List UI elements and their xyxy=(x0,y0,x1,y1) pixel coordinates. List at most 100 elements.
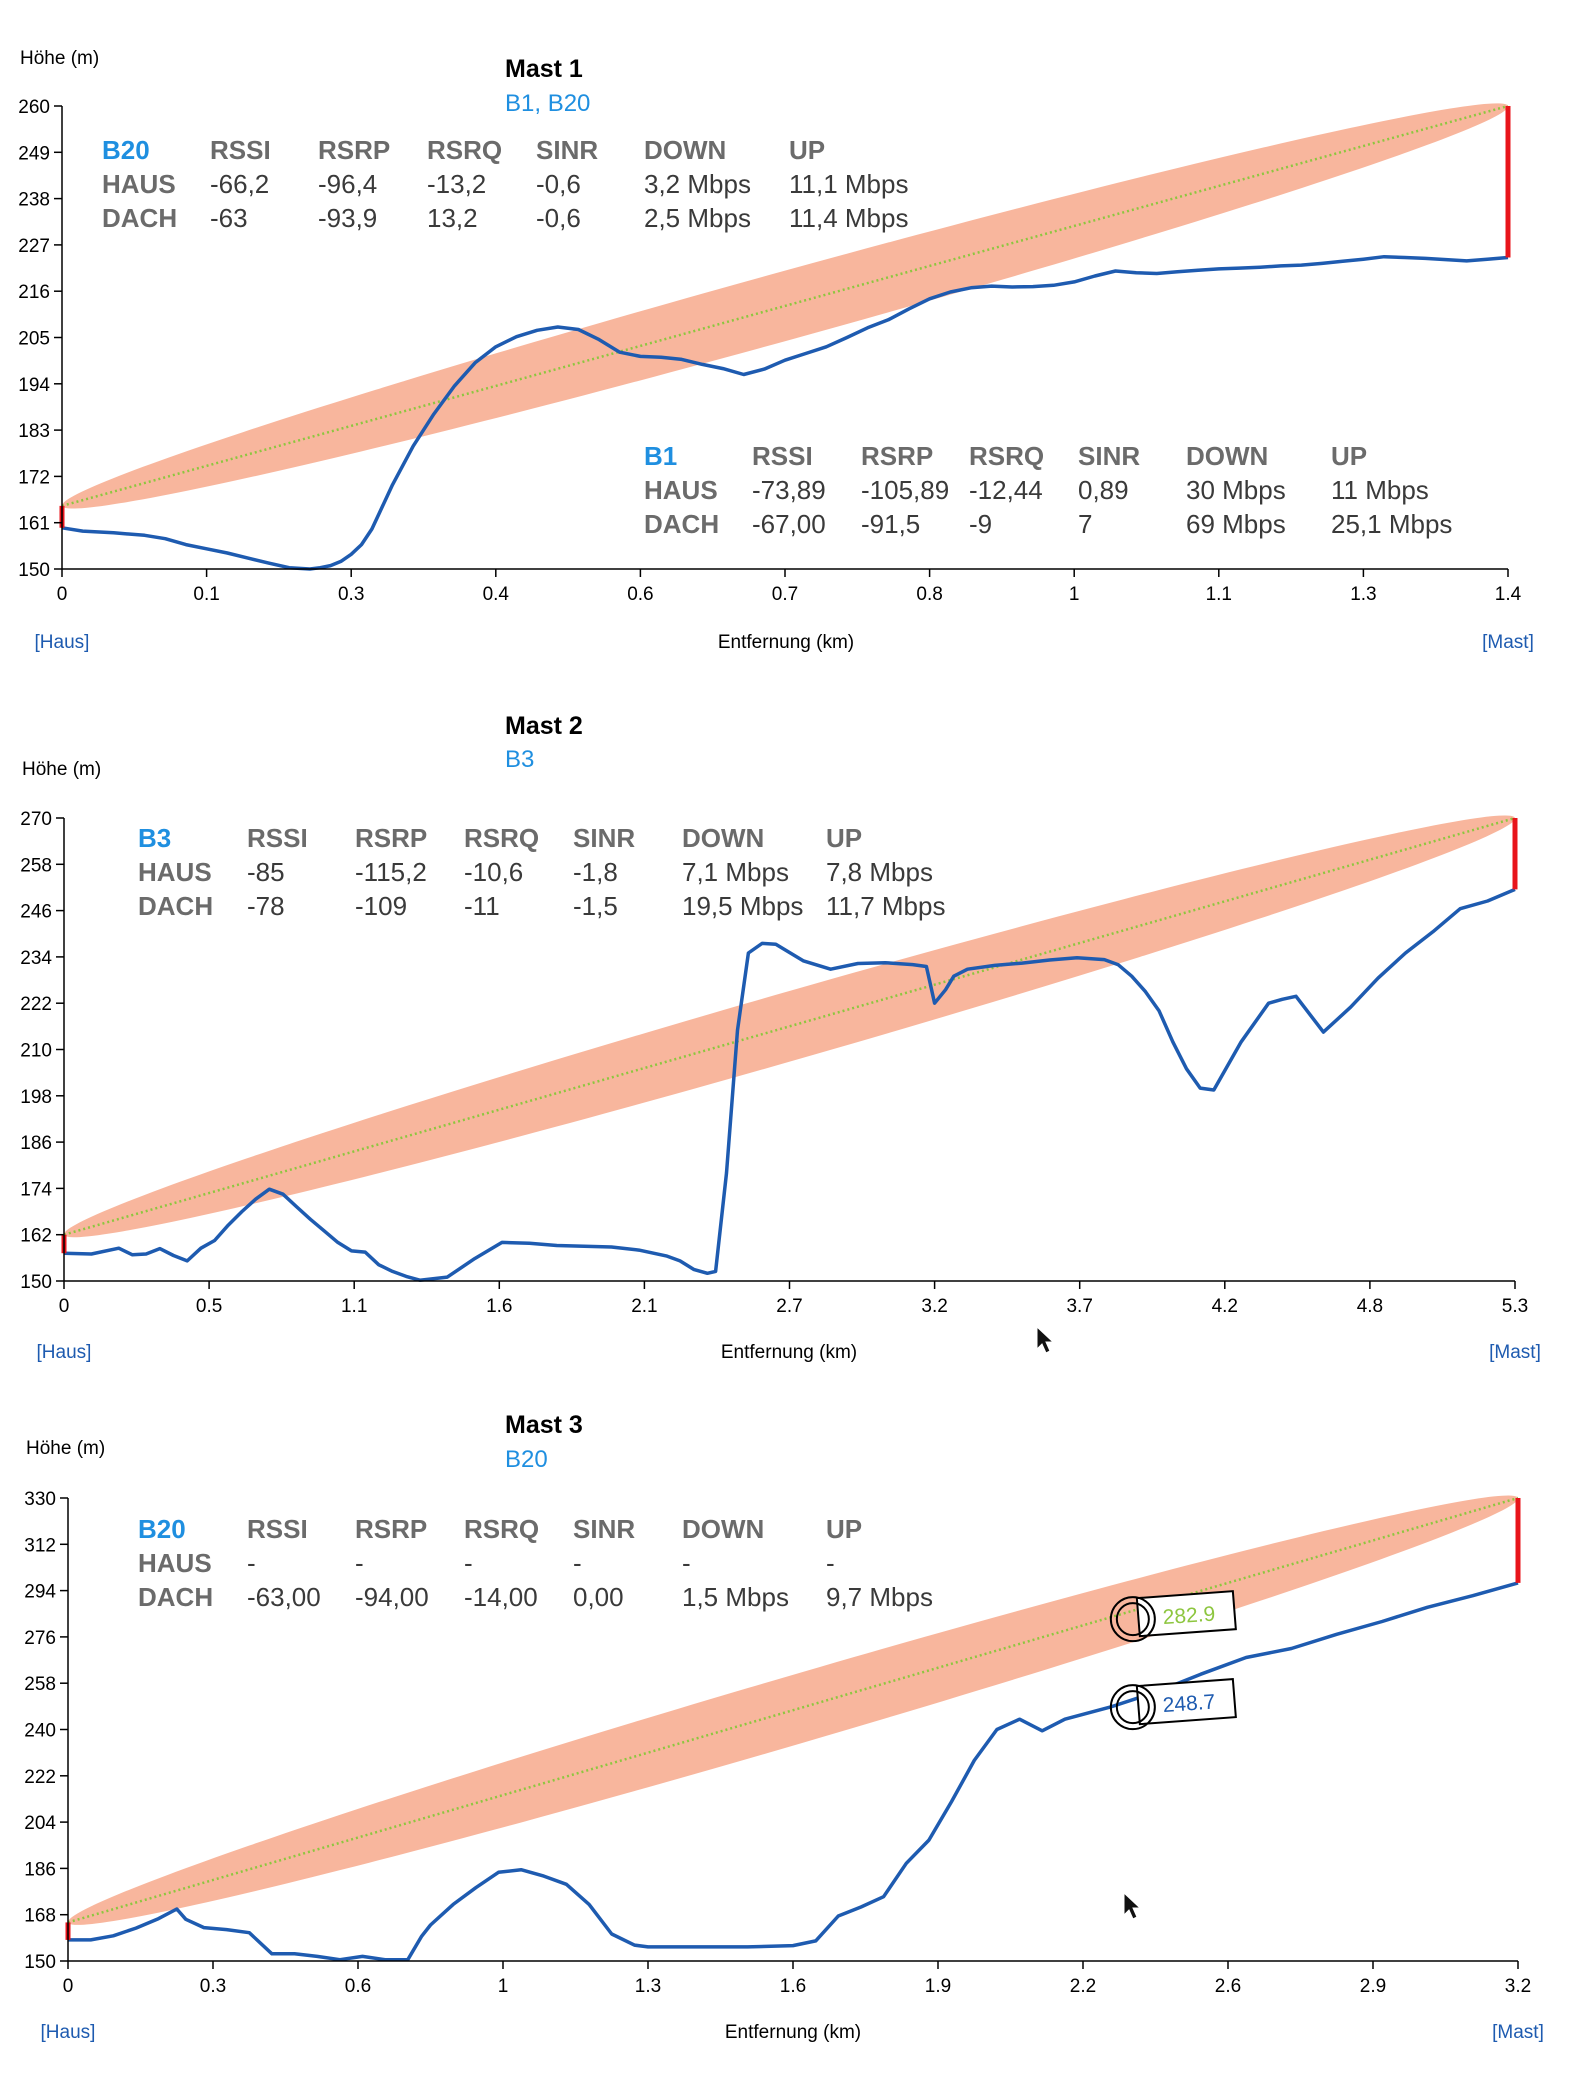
x-tick-label: 4.2 xyxy=(1212,1296,1238,1317)
line-of-sight xyxy=(61,104,1509,508)
x-axis-label: Entfernung (km) xyxy=(718,632,854,653)
x-tick-label: 5.3 xyxy=(1502,1296,1528,1317)
table-cell: 25,1 Mbps xyxy=(1331,509,1452,539)
y-tick-label: 246 xyxy=(20,902,52,923)
table-cell: 7,1 Mbps xyxy=(682,857,789,887)
table-cell: -85 xyxy=(247,857,285,887)
table-cell: -115,2 xyxy=(355,857,427,887)
y-axis-label: Höhe (m) xyxy=(22,759,101,780)
x-tick-label: 1.3 xyxy=(635,1976,661,1997)
table-cell: - xyxy=(464,1548,473,1578)
x-tick-label: 1.6 xyxy=(780,1976,806,1997)
value-tooltip: 248.7 xyxy=(1109,1678,1237,1731)
signal-table-b3: B3 RSSI RSRP RSRQ SINR DOWN UP HAUS -85 … xyxy=(138,823,945,921)
table-header: RSSI xyxy=(247,1514,308,1544)
mouse-cursor-icon xyxy=(1123,1892,1141,1920)
x-tick-label: 2.6 xyxy=(1215,1976,1241,1997)
table-header: RSRQ xyxy=(427,135,502,165)
plot-area xyxy=(61,815,1518,1282)
x-tick-label: 0.8 xyxy=(916,584,942,605)
x-tick-label: 0 xyxy=(59,1296,70,1317)
chart-mast-2: 150 162 174 186 198 210 222 234 246 258 270 0 0.5 1.… xyxy=(20,712,1541,1363)
x-tick-label: 1.1 xyxy=(1206,584,1232,605)
y-tick-label: 312 xyxy=(24,1535,56,1556)
table-cell: -67,00 xyxy=(752,509,826,539)
y-tick-label: 186 xyxy=(24,1859,56,1880)
table-cell: - xyxy=(247,1548,256,1578)
haus-label: [Haus] xyxy=(35,632,90,653)
table-cell: - xyxy=(826,1548,835,1578)
x-tick-label: 1.9 xyxy=(925,1976,951,1997)
x-tick-label: 0.6 xyxy=(627,584,653,605)
table-band: B20 xyxy=(102,135,150,165)
table-header: SINR xyxy=(573,823,635,853)
x-tick-label: 0.5 xyxy=(196,1296,222,1317)
x-tick-label: 2.9 xyxy=(1360,1976,1386,1997)
y-tick-label: 150 xyxy=(20,1272,52,1293)
terrain-profile-line xyxy=(61,254,1509,571)
plot-area xyxy=(59,103,1511,571)
x-tick-label: 2.2 xyxy=(1070,1976,1096,1997)
table-header: RSRP xyxy=(355,823,427,853)
table-cell: -105,89 xyxy=(861,475,949,505)
table-row-label: DACH xyxy=(102,203,177,233)
x-tick-label: 0.3 xyxy=(200,1976,226,1997)
y-ticks: 150 161 172 183 194 205 216 227 238 249 260 xyxy=(18,97,62,581)
y-tick-label: 210 xyxy=(20,1041,52,1062)
y-tick-label: 240 xyxy=(24,1721,56,1742)
x-tick-label: 0 xyxy=(57,584,68,605)
y-ticks: 150 168 186 204 222 240 258 276 294 312 330 xyxy=(24,1489,68,1973)
table-cell: -10,6 xyxy=(464,857,523,887)
chart-mast-3: 150 168 186 204 222 240 258 276 294 312 330 0 0.3 0.… xyxy=(24,1411,1544,2043)
table-header: RSSI xyxy=(210,135,271,165)
table-header: UP xyxy=(826,1514,862,1544)
x-axis-label: Entfernung (km) xyxy=(721,1342,857,1363)
table-header: RSRQ xyxy=(969,441,1044,471)
chart-title: Mast 1 xyxy=(505,55,583,83)
x-tick-label: 1 xyxy=(498,1976,509,1997)
x-tick-label: 0.7 xyxy=(772,584,798,605)
tooltip-box xyxy=(1135,1678,1237,1726)
table-cell: -93,9 xyxy=(318,203,377,233)
x-tick-label: 3.2 xyxy=(921,1296,947,1317)
table-header: RSRQ xyxy=(464,823,539,853)
table-header: RSRP xyxy=(355,1514,427,1544)
table-cell: -0,6 xyxy=(536,203,581,233)
table-cell: -96,4 xyxy=(318,169,377,199)
y-tick-label: 172 xyxy=(18,467,50,488)
table-cell: -63 xyxy=(210,203,248,233)
chart-subtitle: B1, B20 xyxy=(505,90,590,117)
table-cell: -109 xyxy=(355,891,407,921)
x-tick-label: 2.1 xyxy=(631,1296,657,1317)
table-header: UP xyxy=(1331,441,1367,471)
table-cell: -12,44 xyxy=(969,475,1043,505)
table-cell: 11,7 Mbps xyxy=(826,891,945,921)
table-header: RSRP xyxy=(318,135,390,165)
y-tick-label: 258 xyxy=(24,1674,56,1695)
signal-table-b20: B20 RSSI RSRP RSRQ SINR DOWN UP HAUS -66… xyxy=(102,135,908,233)
table-cell: 13,2 xyxy=(427,203,478,233)
y-tick-label: 276 xyxy=(24,1628,56,1649)
table-cell: -11 xyxy=(464,891,500,921)
table-row-label: HAUS xyxy=(644,475,718,505)
table-cell: 9,7 Mbps xyxy=(826,1582,933,1612)
table-header: SINR xyxy=(536,135,598,165)
magnifier-icon xyxy=(1109,1684,1156,1731)
value-tooltip: 282.9 xyxy=(1109,1590,1237,1643)
table-cell: -73,89 xyxy=(752,475,826,505)
y-tick-label: 216 xyxy=(18,282,50,303)
table-header: DOWN xyxy=(644,135,726,165)
table-row-label: HAUS xyxy=(102,169,176,199)
table-cell: - xyxy=(682,1548,691,1578)
tooltip-box xyxy=(1135,1590,1237,1638)
table-cell: -66,2 xyxy=(210,169,269,199)
x-tick-label: 0.6 xyxy=(345,1976,371,1997)
table-row-label: HAUS xyxy=(138,1548,212,1578)
y-tick-label: 150 xyxy=(24,1952,56,1973)
table-header: DOWN xyxy=(682,823,764,853)
x-tick-label: 0.3 xyxy=(338,584,364,605)
terrain-profile-line xyxy=(63,887,1516,1282)
table-cell: 11,4 Mbps xyxy=(789,203,908,233)
y-tick-label: 227 xyxy=(18,236,50,257)
